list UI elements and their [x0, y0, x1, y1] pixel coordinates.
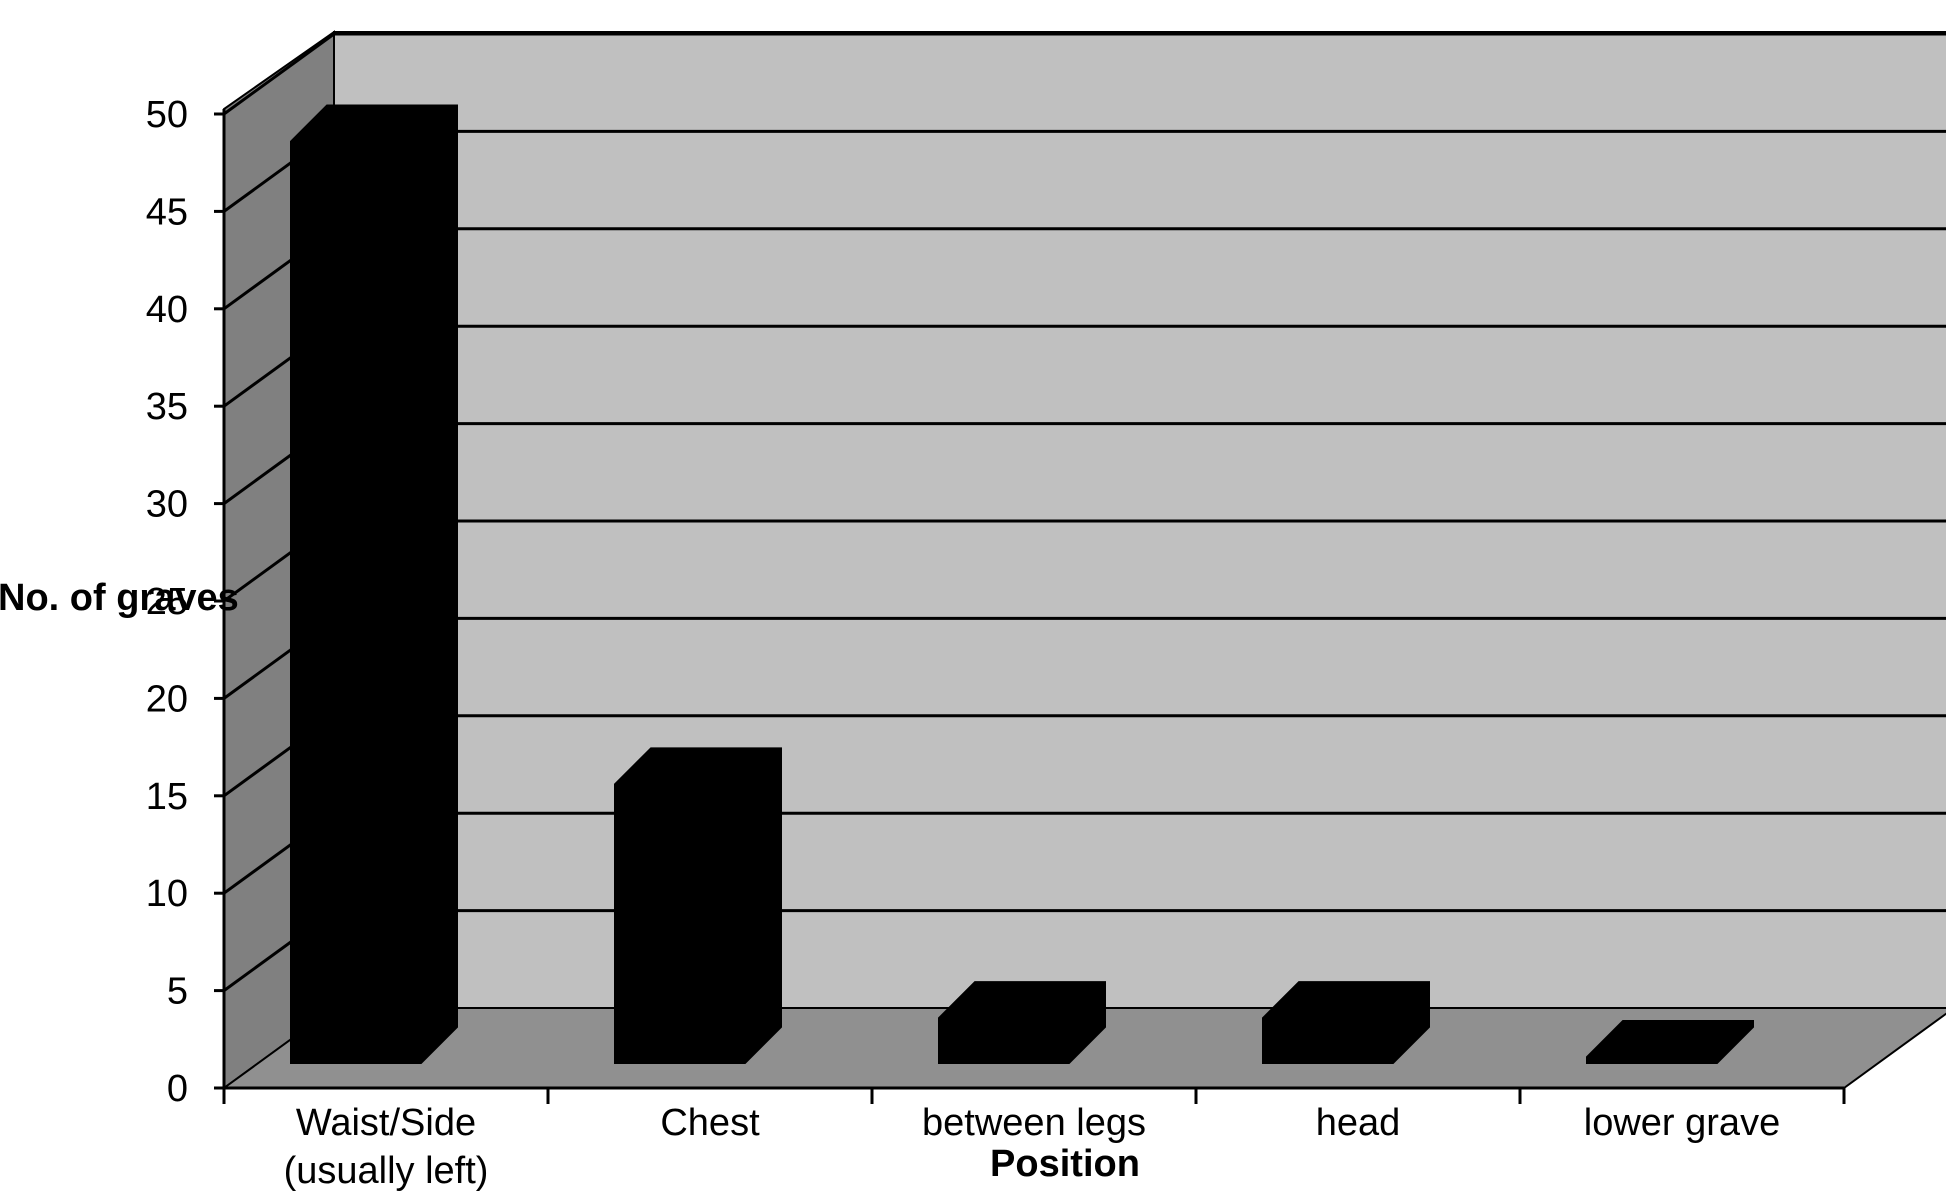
- y-tick-label: 20: [146, 678, 188, 720]
- y-tick-label: 50: [146, 94, 188, 136]
- bar: [1262, 981, 1430, 1064]
- x-axis-title: Position: [990, 1143, 1140, 1185]
- y-tick-label: 35: [146, 386, 188, 428]
- bar: [938, 981, 1106, 1064]
- x-category-label: Chest: [660, 1102, 760, 1144]
- y-tick-label: 30: [146, 484, 188, 526]
- y-axis-title: No. of graves: [0, 577, 239, 619]
- y-tick-label: 15: [146, 776, 188, 818]
- y-tick-label: 10: [146, 873, 188, 915]
- bar: [614, 747, 782, 1064]
- x-category-label: head: [1316, 1102, 1401, 1144]
- y-tick-labels: 0 5 10 15 20 25 30 35 40 45 50: [146, 94, 188, 1110]
- bars: [290, 104, 1754, 1064]
- gridlines: [223, 32, 1946, 992]
- y-tick-label: 45: [146, 191, 188, 233]
- x-category-labels: Waist/Side (usually left) Chest between leg…: [284, 1102, 1781, 1192]
- bar: [1586, 1020, 1754, 1064]
- x-category-label: Waist/Side (usually left): [284, 1102, 489, 1191]
- bar: [290, 104, 458, 1064]
- y-tick-label: 40: [146, 289, 188, 331]
- chart-walls: [220, 30, 1946, 1090]
- y-tick-label: 5: [167, 971, 188, 1013]
- gridline-side: [223, 32, 335, 116]
- y-tick-label: 25: [146, 581, 188, 623]
- axes: [214, 109, 1846, 1104]
- x-category-label: between legs: [922, 1102, 1146, 1144]
- y-tick-label: 0: [167, 1068, 188, 1110]
- x-category-label: lower grave: [1584, 1102, 1780, 1144]
